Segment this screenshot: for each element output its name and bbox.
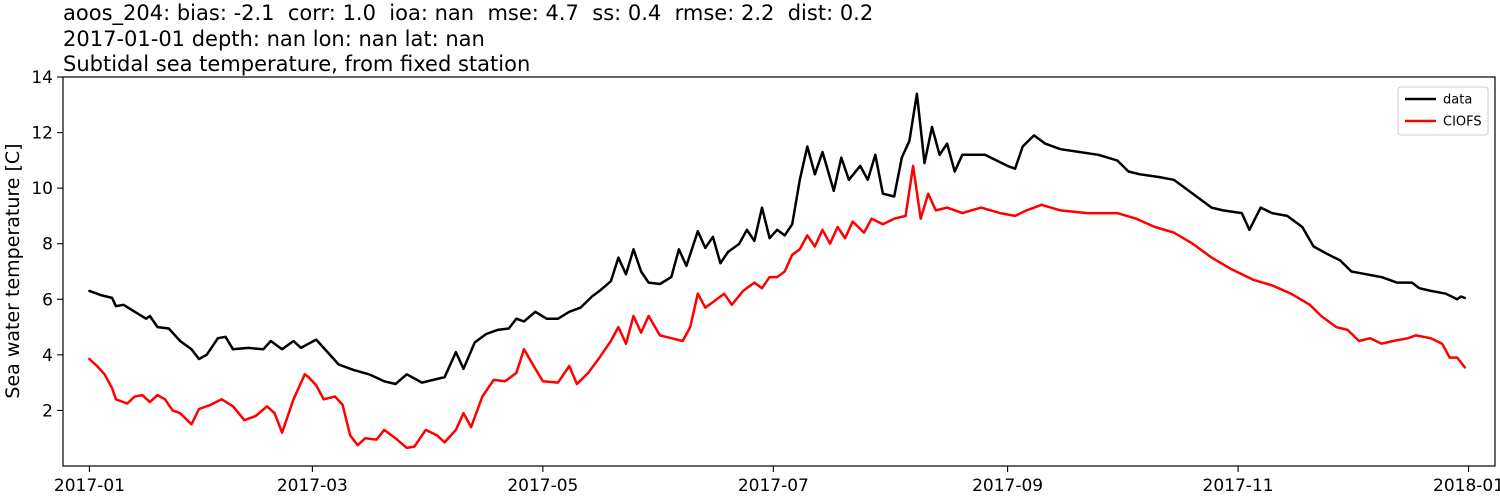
y-tick-label: 2 xyxy=(42,401,53,421)
chart-title: aoos_204: bias: -2.1 corr: 1.0 ioa: nan … xyxy=(63,1,873,78)
y-tick-label: 12 xyxy=(31,124,53,144)
legend: data CIOFS xyxy=(1397,86,1489,136)
y-tick-label: 6 xyxy=(42,290,53,310)
y-tick-label: 10 xyxy=(31,179,53,199)
series-layer xyxy=(88,92,1467,450)
plot-frame xyxy=(62,76,1496,467)
x-tick-label: 2017-07 xyxy=(738,476,809,496)
title-line-2: 2017-01-01 depth: nan lon: nan lat: nan xyxy=(63,26,485,51)
x-tick-label: 2017-09 xyxy=(972,476,1043,496)
y-axis: 2 4 6 8 10 12 14 xyxy=(31,68,63,421)
x-tick-label: 2017-05 xyxy=(507,476,578,496)
x-axis: 2017-01 2017-03 2017-05 2017-07 2017-09 2017-… xyxy=(54,466,1500,496)
legend-label-ciofs: CIOFS xyxy=(1443,115,1482,130)
y-axis-label: Sea water temperature [C] xyxy=(2,143,24,398)
x-tick-label: 2018-01 xyxy=(1433,476,1500,496)
x-tick-label: 2017-03 xyxy=(277,476,348,496)
x-tick-label: 2017-11 xyxy=(1203,476,1274,496)
series-line-data xyxy=(88,92,1467,386)
legend-label-data: data xyxy=(1443,93,1472,108)
y-tick-label: 8 xyxy=(42,235,53,255)
title-line-3: Subtidal sea temperature, from fixed sta… xyxy=(63,52,531,76)
y-tick-label: 14 xyxy=(31,68,53,88)
series-line-ciofs xyxy=(88,164,1467,450)
x-tick-label: 2017-01 xyxy=(54,476,125,496)
title-line-1: aoos_204: bias: -2.1 corr: 1.0 ioa: nan … xyxy=(63,1,874,25)
y-tick-label: 4 xyxy=(42,346,53,366)
